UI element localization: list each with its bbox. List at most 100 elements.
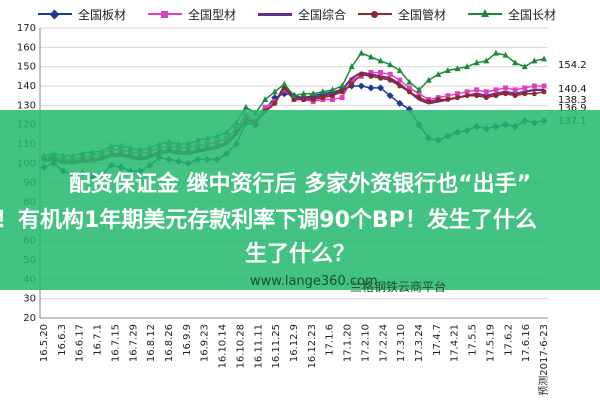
x-tick-label: 16.7.15	[110, 324, 121, 362]
y-tick-label: 20	[23, 313, 36, 324]
x-tick-label: 16.10.14	[218, 324, 229, 369]
legend-item-composite: 全国综合	[258, 4, 346, 24]
x-tick: 17.1.6	[325, 324, 336, 356]
data-point	[357, 82, 365, 90]
data-point	[397, 77, 403, 83]
data-point	[464, 89, 470, 95]
x-tick: 16.7.1	[93, 324, 104, 356]
x-tick-label: 16.12.9	[289, 324, 300, 362]
x-tick-label: 16.10.28	[235, 324, 246, 369]
data-point	[300, 90, 307, 97]
banner-headline-2: ！有机构1年期美元存款利率下调90个BP！发生了什么	[0, 208, 537, 233]
data-point	[367, 84, 375, 92]
data-point	[416, 86, 422, 93]
legend-item-long: 全国长材	[468, 4, 556, 24]
data-point	[387, 77, 393, 83]
data-point	[522, 85, 528, 91]
data-point	[541, 89, 547, 95]
data-point	[262, 96, 269, 103]
data-point	[464, 93, 470, 99]
x-tick-label: 17.6.2	[503, 324, 514, 356]
data-point	[367, 53, 374, 60]
end-value-label: 140.4	[558, 84, 587, 95]
data-point	[406, 85, 412, 91]
y-tick-label: 130	[17, 100, 36, 111]
legend-label: 全国综合	[298, 7, 347, 22]
y-tick-label: 30	[23, 294, 36, 305]
x-tick-label: 17.5.5	[468, 324, 479, 356]
data-point	[339, 82, 346, 89]
data-point	[435, 97, 441, 103]
x-tick: 16.8.12	[146, 324, 157, 362]
x-tick-label: 16.9.9	[182, 324, 193, 356]
data-point	[406, 78, 413, 85]
data-point	[387, 61, 394, 68]
data-point	[262, 104, 268, 110]
x-tick-label: 17.2.24	[378, 324, 389, 362]
data-point	[512, 93, 518, 99]
data-point	[291, 97, 297, 103]
data-point	[378, 69, 384, 75]
x-tick-label: 17.3.24	[414, 324, 425, 362]
x-tick-label: 17.1.20	[343, 324, 354, 362]
data-point	[291, 92, 297, 99]
data-point	[454, 91, 460, 97]
x-tick-label: 16.6.17	[75, 324, 86, 362]
data-point	[310, 90, 317, 97]
data-point	[474, 93, 480, 99]
x-axis-ticks: 16.5.20 16.6.3 16.6.17 16.7.1 16.7.15 16.7.29…	[39, 324, 550, 396]
x-tick: 16.5.20	[39, 324, 50, 362]
x-tick-label: 16.9.23	[200, 324, 211, 362]
data-point	[531, 57, 538, 64]
data-point	[339, 95, 345, 101]
x-tick-label: 16.7.29	[128, 324, 139, 362]
x-tick: 16.11.11	[253, 324, 264, 369]
data-point	[377, 84, 385, 92]
legend-label: 全国板材	[78, 7, 127, 22]
x-tick-label: 预测2017-6-23	[537, 324, 550, 396]
data-point	[435, 70, 442, 77]
overlay-banner[interactable]: 配资保证金 继中资行后 多家外资银行也“出手” ！有机构1年期美元存款利率下调9…	[0, 110, 600, 290]
data-point	[396, 67, 403, 74]
data-point	[512, 87, 518, 93]
legend-swatch-pipe	[358, 10, 392, 18]
data-point	[445, 93, 451, 99]
data-point	[358, 49, 365, 56]
data-point	[348, 63, 355, 70]
legend-swatch-composite	[258, 12, 292, 16]
data-point	[349, 81, 355, 87]
data-point	[301, 97, 307, 103]
legend-label: 全国长材	[508, 7, 557, 22]
x-tick: 16.12.23	[307, 324, 318, 369]
legend-swatch-plate	[38, 9, 72, 19]
x-tick-label: 16.12.23	[307, 324, 318, 369]
x-tick: 16.10.28	[235, 324, 246, 369]
x-tick: 16.9.23	[200, 324, 211, 362]
legend-item-section: 全国型材	[148, 4, 236, 24]
x-tick-label: 16.11.11	[253, 324, 264, 369]
end-value-label: 154.2	[558, 60, 587, 71]
data-point	[522, 91, 528, 97]
data-point	[473, 59, 480, 66]
data-point	[483, 57, 490, 64]
x-tick: 16.6.3	[57, 324, 68, 356]
x-tick: 17.5.5	[468, 324, 479, 356]
y-tick-label: 170	[17, 23, 36, 34]
x-tick: 16.6.17	[75, 324, 86, 362]
data-point	[406, 89, 412, 95]
y-tick-label: 160	[17, 42, 36, 53]
legend-item-pipe: 全国管材	[358, 4, 446, 24]
x-tick-label: 17.3.10	[396, 324, 407, 362]
chart-legend: 全国板材 全国型材 全国综合 全国管材 全国长材	[0, 0, 600, 28]
legend-label: 全国管材	[398, 7, 447, 22]
data-point	[502, 51, 509, 58]
data-point	[503, 91, 509, 97]
data-point	[377, 57, 384, 64]
x-tick: 17.6.16	[521, 324, 532, 362]
y-tick-label: 140	[17, 81, 36, 92]
x-tick-label: 16.8.26	[164, 324, 175, 362]
x-tick: 17.4.21	[450, 324, 461, 362]
data-point	[271, 88, 278, 95]
data-point	[521, 63, 528, 70]
